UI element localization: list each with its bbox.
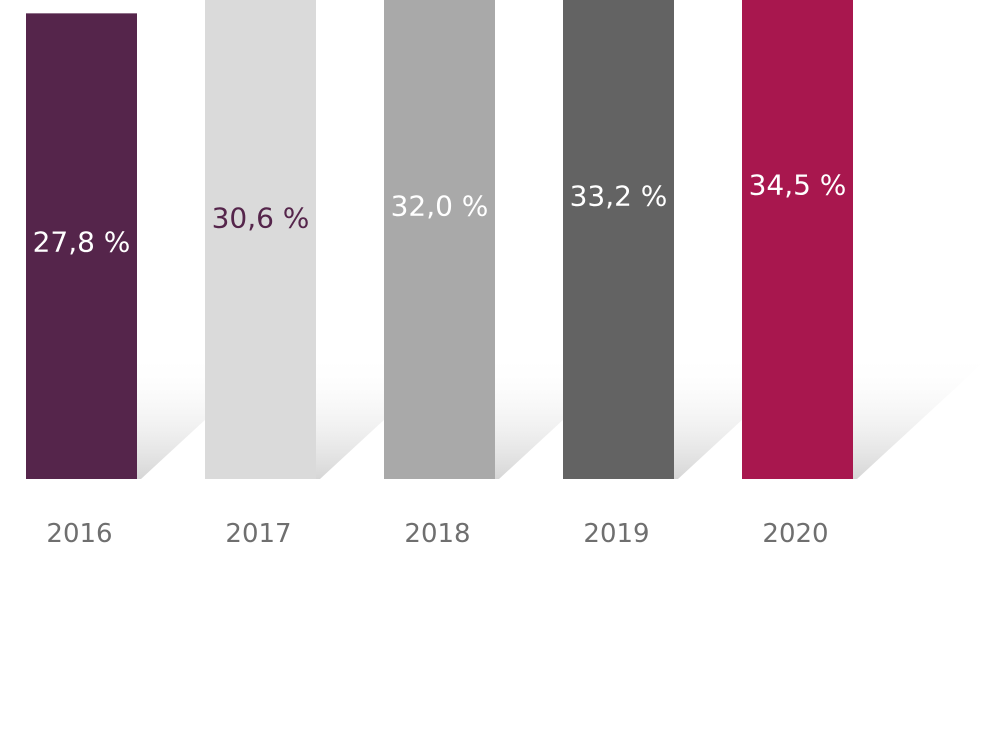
value-label-2018: 32,0 %: [391, 190, 489, 223]
x-tick-2016: 2016: [46, 519, 112, 549]
bar-2018: [384, 0, 495, 479]
x-tick-2018: 2018: [404, 519, 470, 549]
value-label-2020: 34,5 %: [749, 168, 847, 201]
bar-2019: [563, 0, 674, 479]
x-tick-2019: 2019: [583, 519, 649, 549]
value-label-2016: 27,8 %: [33, 226, 131, 259]
bars: [26, 0, 853, 479]
x-tick-2020: 2020: [762, 519, 828, 549]
bar-2016: [26, 13, 137, 479]
bar-2020: [742, 0, 853, 479]
value-label-2019: 33,2 %: [570, 179, 668, 212]
x-tick-2017: 2017: [225, 519, 291, 549]
bar-2017: [205, 0, 316, 479]
bar-shadow-2020: [853, 353, 997, 479]
value-label-2017: 30,6 %: [212, 202, 310, 235]
x-axis-tick-labels: 2016 2017 2018 2019 2020: [46, 519, 828, 549]
value-labels: 27,8 % 30,6 % 32,0 % 33,2 % 34,5 %: [33, 168, 847, 258]
